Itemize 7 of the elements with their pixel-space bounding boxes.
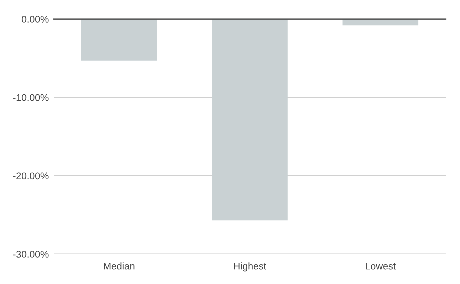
x-tick-label: Highest xyxy=(234,262,266,272)
x-tick-label: Median xyxy=(104,262,135,270)
y-tick-label: -20.00% xyxy=(13,172,49,180)
y-tick-label: -10.00% xyxy=(13,94,49,102)
x-tick-label: Lowest xyxy=(366,262,396,270)
y-tick-label: -30.00% xyxy=(13,251,49,258)
y-tick-label: 0.00% xyxy=(22,16,49,23)
